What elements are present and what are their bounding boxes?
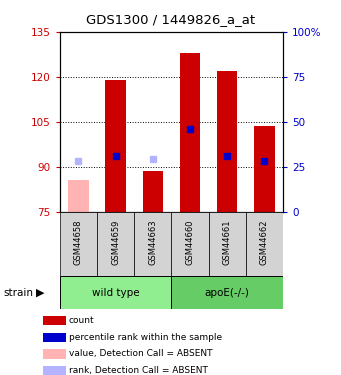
Bar	[105, 80, 126, 212]
Bar	[43, 316, 66, 325]
Text: GSM44661: GSM44661	[223, 220, 232, 265]
Bar	[180, 53, 200, 212]
Text: wild type: wild type	[92, 288, 139, 297]
Bar	[254, 126, 275, 212]
Bar	[43, 333, 66, 342]
Text: GSM44660: GSM44660	[186, 220, 194, 265]
Bar	[60, 276, 172, 309]
Bar	[217, 71, 237, 212]
Text: GSM44658: GSM44658	[74, 220, 83, 265]
Text: strain: strain	[3, 288, 33, 297]
Text: rank, Detection Call = ABSENT: rank, Detection Call = ABSENT	[69, 366, 208, 375]
Bar	[134, 212, 171, 276]
Bar	[43, 366, 66, 375]
Bar	[43, 350, 66, 358]
Text: GDS1300 / 1449826_a_at: GDS1300 / 1449826_a_at	[86, 13, 255, 26]
Bar	[68, 180, 89, 212]
Bar	[209, 212, 246, 276]
Text: ▶: ▶	[36, 288, 44, 297]
Bar	[171, 212, 209, 276]
Bar	[97, 212, 134, 276]
Bar	[60, 212, 97, 276]
Text: GSM44662: GSM44662	[260, 220, 269, 265]
Bar	[246, 212, 283, 276]
Text: count: count	[69, 316, 94, 325]
Text: percentile rank within the sample: percentile rank within the sample	[69, 333, 222, 342]
Bar	[171, 276, 283, 309]
Text: value, Detection Call = ABSENT: value, Detection Call = ABSENT	[69, 350, 212, 358]
Text: GSM44663: GSM44663	[148, 220, 157, 265]
Text: GSM44659: GSM44659	[111, 220, 120, 265]
Bar	[143, 171, 163, 212]
Text: apoE(-/-): apoE(-/-)	[205, 288, 250, 297]
